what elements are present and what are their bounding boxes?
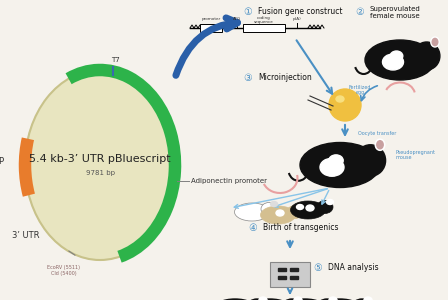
- Ellipse shape: [271, 202, 277, 206]
- Text: ③: ③: [244, 73, 252, 83]
- Ellipse shape: [329, 297, 337, 300]
- Text: EcoRV (5511): EcoRV (5511): [47, 265, 80, 270]
- Ellipse shape: [212, 299, 258, 300]
- Ellipse shape: [383, 54, 404, 70]
- Text: DNA analysis: DNA analysis: [328, 263, 379, 272]
- Ellipse shape: [355, 145, 386, 176]
- Bar: [270, 262, 310, 287]
- FancyArrowPatch shape: [322, 190, 329, 204]
- Ellipse shape: [25, 70, 175, 260]
- Text: p(A): p(A): [293, 17, 302, 21]
- Ellipse shape: [260, 206, 296, 224]
- Ellipse shape: [259, 297, 267, 300]
- Ellipse shape: [317, 200, 333, 214]
- Ellipse shape: [414, 42, 440, 70]
- Text: ①: ①: [244, 7, 252, 17]
- Text: Fertilized
egg: Fertilized egg: [349, 85, 371, 95]
- Ellipse shape: [320, 158, 344, 176]
- FancyArrowPatch shape: [274, 189, 327, 207]
- Bar: [290, 276, 298, 279]
- Text: 5.4 kb-3’ UTR pBluescript: 5.4 kb-3’ UTR pBluescript: [29, 154, 171, 164]
- FancyArrowPatch shape: [297, 40, 332, 94]
- FancyArrowPatch shape: [234, 188, 327, 208]
- Ellipse shape: [377, 141, 383, 149]
- Ellipse shape: [365, 40, 435, 80]
- FancyArrowPatch shape: [361, 86, 377, 101]
- Ellipse shape: [306, 205, 314, 211]
- Text: Oocyte transfer: Oocyte transfer: [358, 130, 396, 136]
- Ellipse shape: [234, 203, 270, 221]
- Ellipse shape: [329, 155, 343, 166]
- Ellipse shape: [375, 139, 385, 150]
- Text: Cld (5400): Cld (5400): [51, 271, 77, 276]
- Text: Microinjection: Microinjection: [258, 74, 312, 82]
- Ellipse shape: [390, 51, 403, 61]
- FancyArrowPatch shape: [176, 18, 237, 75]
- Ellipse shape: [336, 96, 344, 102]
- Text: AMP: AMP: [0, 157, 5, 166]
- Ellipse shape: [431, 37, 439, 47]
- FancyArrowPatch shape: [342, 125, 348, 135]
- Circle shape: [329, 89, 361, 121]
- Text: Pseudopregnant
mouse: Pseudopregnant mouse: [395, 150, 435, 160]
- Text: Fusion gene construct: Fusion gene construct: [258, 8, 343, 16]
- Bar: [200, 24, 222, 32]
- Bar: [290, 268, 298, 271]
- Text: 9781 bp: 9781 bp: [86, 170, 115, 176]
- Ellipse shape: [261, 202, 277, 215]
- Bar: [243, 24, 285, 32]
- Ellipse shape: [247, 299, 267, 300]
- Text: ④: ④: [249, 223, 257, 233]
- Text: T7: T7: [111, 57, 120, 63]
- Ellipse shape: [283, 299, 327, 300]
- Ellipse shape: [276, 210, 284, 216]
- Ellipse shape: [317, 299, 337, 300]
- Ellipse shape: [364, 297, 372, 300]
- Ellipse shape: [282, 299, 302, 300]
- Text: 3’ UTR: 3’ UTR: [12, 231, 40, 240]
- Bar: [278, 276, 286, 279]
- FancyArrowPatch shape: [288, 289, 292, 293]
- Text: Birth of transgenics: Birth of transgenics: [263, 224, 339, 232]
- Text: ⑤: ⑤: [314, 263, 323, 273]
- Ellipse shape: [432, 38, 438, 46]
- Ellipse shape: [290, 201, 326, 219]
- Text: coding: coding: [257, 16, 271, 20]
- Text: ②: ②: [356, 7, 364, 17]
- Ellipse shape: [294, 297, 302, 300]
- Text: ATG: ATG: [233, 17, 241, 21]
- Ellipse shape: [297, 205, 303, 209]
- Ellipse shape: [352, 299, 372, 300]
- Text: promoter: promoter: [201, 17, 220, 21]
- Text: sequence: sequence: [254, 20, 274, 24]
- Bar: [278, 268, 286, 271]
- FancyArrowPatch shape: [287, 241, 293, 247]
- Ellipse shape: [327, 200, 333, 205]
- Ellipse shape: [300, 142, 380, 188]
- Ellipse shape: [247, 299, 293, 300]
- Ellipse shape: [318, 299, 362, 300]
- Text: Adiponectin promoter: Adiponectin promoter: [191, 178, 267, 184]
- Ellipse shape: [287, 206, 303, 218]
- Text: Superovulated
female mouse: Superovulated female mouse: [370, 5, 421, 19]
